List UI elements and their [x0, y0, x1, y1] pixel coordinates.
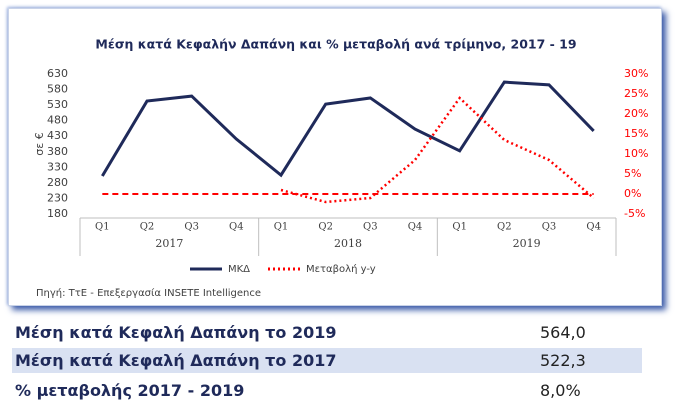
x-tick-label: Q2	[497, 222, 512, 233]
table-row: Μέση κατά Κεφαλή Δαπάνη το 2019 564,0	[12, 320, 642, 345]
y2-tick-label: 20%	[624, 107, 648, 120]
y-tick-label: 430	[47, 129, 68, 142]
y2-tick-label: -5%	[624, 207, 645, 220]
y2-tick-label: 30%	[624, 67, 648, 80]
source: Πηγή: ΤτΕ - Επεξεργασία INSETE Intellige…	[36, 287, 261, 299]
x-tick-label: Q3	[184, 222, 199, 233]
row-label: % μεταβολής 2017 - 2019	[15, 381, 245, 400]
group-label: 2019	[513, 237, 541, 250]
row-value: 564,0	[540, 323, 586, 342]
row-value: 8,0%	[540, 381, 581, 400]
y-tick-label: 230	[47, 191, 68, 204]
x-tick-label: Q3	[542, 222, 557, 233]
x-tick-label: Q1	[274, 222, 289, 233]
chart-frame	[8, 8, 662, 306]
y-tick-label: 180	[47, 207, 68, 220]
x-tick-label: Q2	[318, 222, 333, 233]
y2-tick-label: 25%	[624, 87, 648, 100]
x-tick-label: Q1	[95, 222, 110, 233]
y-tick-label: 280	[47, 176, 68, 189]
row-label: Μέση κατά Κεφαλή Δαπάνη το 2017	[15, 351, 337, 370]
group-label: 2018	[334, 237, 362, 250]
y2-tick-label: 10%	[624, 147, 648, 160]
row-value: 522,3	[540, 351, 586, 370]
table-row: % μεταβολής 2017 - 2019 8,0%	[12, 378, 642, 403]
y-tick-label: 330	[47, 160, 68, 173]
y-axis-label: σε €	[33, 132, 46, 155]
chart-title: Μέση κατά Κεφαλήν Δαπάνη και % μεταβολή …	[95, 37, 576, 52]
x-tick-label: Q4	[229, 222, 244, 233]
x-tick-label: Q1	[452, 222, 467, 233]
y-tick-label: 580	[47, 83, 68, 96]
x-tick-label: Q4	[586, 222, 601, 233]
series-line	[280, 96, 595, 204]
legend-label: Μεταβολή y-y	[306, 263, 376, 275]
series-line	[101, 80, 595, 178]
group-label: 2017	[155, 237, 183, 250]
x-tick-label: Q2	[140, 222, 155, 233]
table-row: Μέση κατά Κεφαλή Δαπάνη το 2017 522,3	[12, 348, 642, 373]
y-tick-label: 380	[47, 145, 68, 158]
y2-tick-label: 0%	[624, 187, 641, 200]
y2-tick-label: 15%	[624, 127, 648, 140]
y-tick-label: 630	[47, 67, 68, 80]
y2-tick-label: 5%	[624, 167, 641, 180]
legend-label: ΜΚΔ	[228, 264, 250, 275]
y-tick-label: 530	[47, 98, 68, 111]
x-tick-label: Q4	[408, 222, 423, 233]
x-tick-label: Q3	[363, 222, 378, 233]
y-tick-label: 480	[47, 114, 68, 127]
row-label: Μέση κατά Κεφαλή Δαπάνη το 2019	[15, 323, 337, 342]
